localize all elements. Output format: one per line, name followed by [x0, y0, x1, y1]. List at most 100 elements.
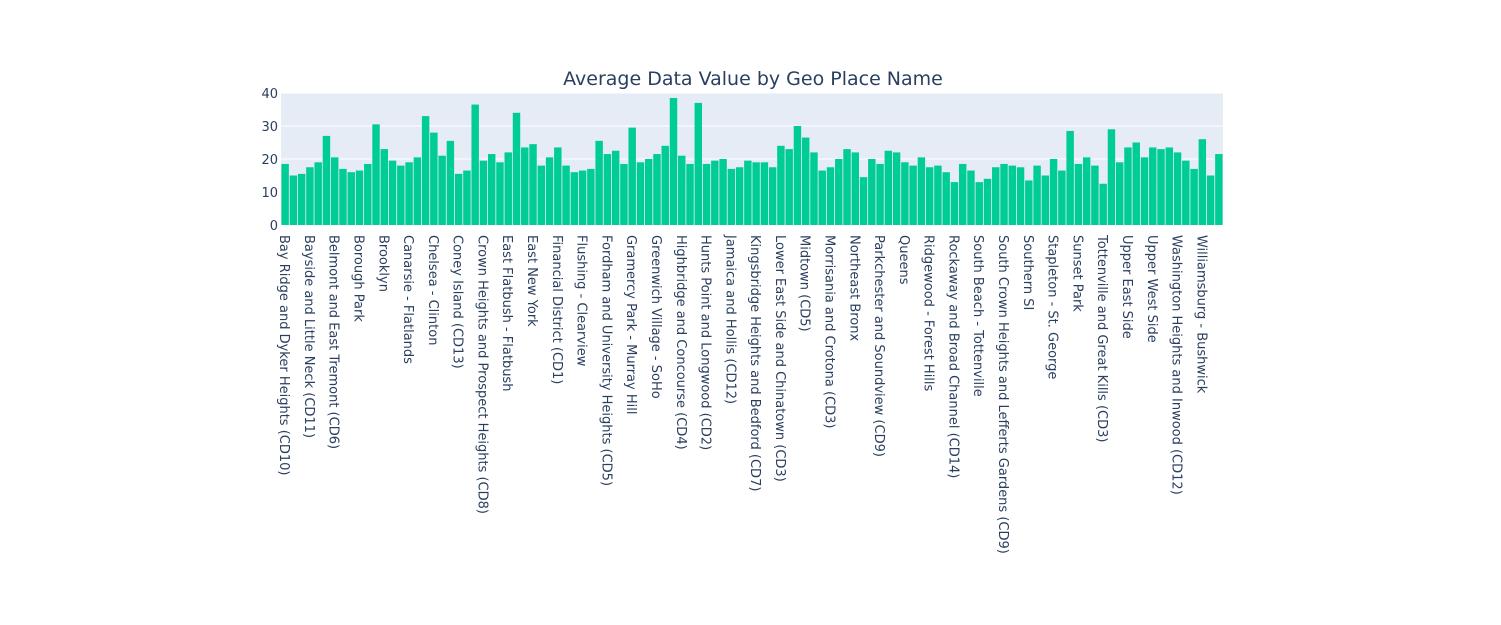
bar: [876, 163, 884, 225]
bar: [430, 132, 438, 225]
bar: [297, 173, 306, 225]
bar: [504, 152, 512, 225]
y-tick-label: 0: [270, 219, 278, 234]
x-tick-label: East Flatbush - Flatbush: [499, 235, 514, 391]
x-tick-label: Greenwich Village - SoHo: [648, 235, 663, 399]
bar: [975, 182, 983, 225]
bar: [859, 177, 868, 225]
bar: [843, 149, 851, 225]
x-tick-label: Parkchester and Soundview (CD9): [871, 235, 886, 457]
bar: [496, 162, 504, 225]
x-tick-label: Queens: [896, 235, 911, 285]
bar: [405, 162, 413, 225]
bar: [1132, 142, 1140, 225]
bar: [727, 168, 736, 225]
bar: [810, 152, 818, 225]
x-tick-label: Northeast Bronx: [846, 235, 861, 341]
bar: [983, 178, 992, 225]
x-tick-label: Lower East Side and Chinatown (CD3): [772, 235, 787, 482]
bar: [380, 149, 389, 225]
bar: [669, 97, 678, 225]
x-tick-label: Jamaica and Hollis (CD12): [722, 234, 737, 404]
bar: [1033, 165, 1041, 225]
bar: [454, 173, 463, 225]
bar: [1157, 149, 1165, 225]
x-tick-label: Morrisania and Crotona (CD3): [822, 235, 837, 429]
bar: [372, 124, 380, 225]
bar: [785, 149, 793, 225]
bar: [777, 145, 785, 225]
bar: [719, 159, 727, 225]
bar: [1058, 170, 1066, 225]
bar: [892, 152, 901, 225]
bar: [397, 165, 405, 225]
bar: [388, 160, 397, 225]
bar: [603, 154, 612, 225]
bar: [545, 157, 554, 225]
bar: [1173, 152, 1182, 225]
bar: [1140, 157, 1149, 225]
bar: [694, 102, 703, 225]
bar: [636, 162, 645, 225]
bar: [1025, 180, 1033, 225]
bar: [644, 159, 653, 225]
bar: [934, 165, 942, 225]
bar: [909, 165, 917, 225]
x-tick-label: Financial District (CD1): [549, 235, 564, 384]
bar: [801, 137, 810, 225]
bar: [306, 167, 314, 225]
bar: [1041, 175, 1050, 225]
x-tick-label: Sunset Park: [1069, 235, 1084, 312]
bar: [421, 116, 430, 225]
bar: [735, 167, 744, 225]
bar: [611, 150, 620, 225]
bar: [1198, 139, 1207, 225]
bar: [653, 154, 661, 225]
x-tick-label: Fordham and University Heights (CD5): [598, 235, 613, 486]
bar: [868, 159, 876, 225]
bar: [479, 160, 488, 225]
x-tick-label: Gramercy Park - Murray Hill: [623, 235, 638, 414]
bar: [1215, 154, 1223, 225]
y-tick-label: 40: [261, 87, 278, 102]
x-tick-label: South Beach - Tottenville: [970, 235, 985, 397]
bar: [1115, 162, 1124, 225]
bar: [826, 167, 835, 225]
bar: [901, 162, 909, 225]
bar: [967, 170, 975, 225]
bar: [628, 127, 636, 225]
bar: [925, 167, 934, 225]
bar: [752, 162, 760, 225]
bar: [1049, 159, 1058, 225]
bar: [678, 155, 686, 225]
bar: [364, 163, 372, 225]
bar: [620, 163, 628, 225]
x-tick-label: Rockaway and Broad Channel (CD14): [945, 235, 960, 478]
bar: [578, 170, 587, 225]
bar: [1008, 165, 1017, 225]
bar: [768, 167, 777, 225]
bar: [413, 157, 422, 225]
bar: [562, 165, 570, 225]
bar: [355, 170, 364, 225]
bar: [1107, 129, 1116, 225]
bar: [1190, 168, 1198, 225]
x-tick-label: Borough Park: [351, 235, 366, 322]
bar: [1082, 157, 1091, 225]
bar: [793, 126, 802, 225]
bar: [1149, 147, 1157, 225]
bar: [339, 168, 347, 225]
x-tick-label: Bayside and Little Neck (CD11): [301, 235, 316, 438]
bar: [958, 163, 967, 225]
bar: [917, 157, 926, 225]
x-tick-label: Williamsburg - Bushwick: [1193, 235, 1208, 394]
bar: [851, 152, 860, 225]
x-tick-label: Hunts Point and Longwood (CD2): [698, 235, 713, 450]
x-tick-label: Canarsie - Flatlands: [400, 235, 415, 364]
bar: [835, 159, 843, 225]
bar: [1165, 147, 1174, 225]
x-tick-label: Bay Ridge and Dyker Heights (CD10): [276, 235, 291, 475]
bar: [512, 112, 521, 225]
bar: [446, 140, 455, 225]
